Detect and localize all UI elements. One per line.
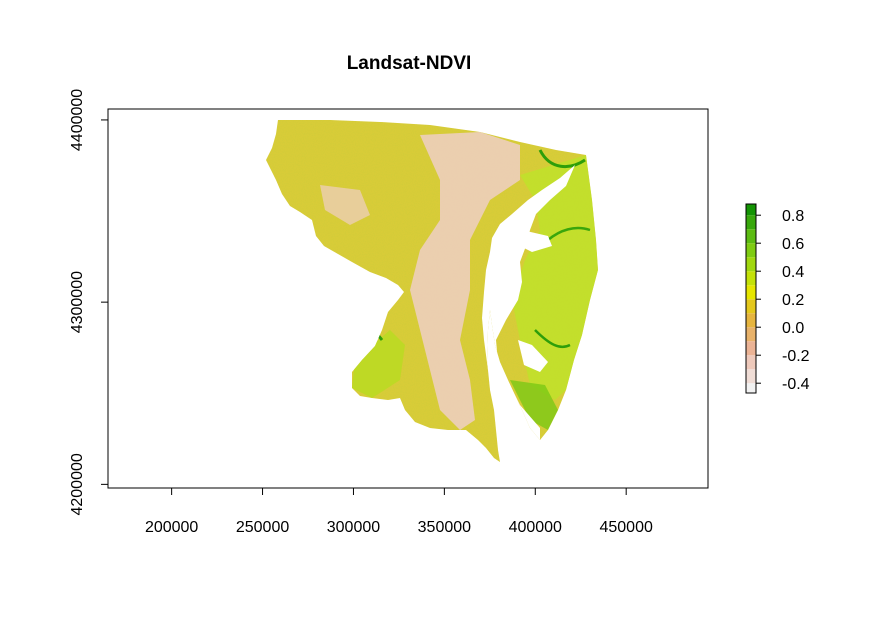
legend-color-bin [746,383,756,393]
x-tick-label: 350000 [418,519,471,536]
legend: -0.4 -0.2 0.0 0.2 0.4 0.6 0.8 [745,203,810,394]
x-tick-label: 300000 [327,519,380,536]
vegetation-corridor [538,149,586,169]
y-tick-label: 4400000 [69,89,86,151]
y-axis: 4200000 4300000 4400000 [69,89,109,516]
legend-tick-label: 0.2 [782,292,804,309]
legend-color-bin [746,285,756,300]
bay-inlet [518,340,548,372]
legend-color-bin [746,257,756,272]
x-tick-label: 250000 [236,519,289,536]
legend-tick-label: 0.4 [782,264,804,281]
ndvi-raster [266,120,598,462]
legend-color-bin [746,369,756,384]
vegetation-corridor [547,226,591,241]
legend-tick-label: 0.0 [782,320,804,337]
legend-color-bin [746,243,756,258]
legend-color-bin [746,341,756,356]
legend-tick-label: 0.8 [782,208,804,225]
vegetation-corridor [534,329,571,349]
high-ndvi-patch [352,330,405,398]
high-ndvi-zone [512,155,598,400]
y-tick-label: 4200000 [69,453,86,515]
legend-color-bin [746,355,756,370]
land-area [266,120,598,462]
legend-color-bin [746,327,756,342]
legend-frame [745,203,757,394]
legend-tick-label: 0.6 [782,236,804,253]
low-ndvi-zone [410,132,520,430]
chart-title: Landsat-NDVI [347,53,472,74]
legend-color-bin [746,271,756,286]
y-tick-label: 4300000 [69,271,86,333]
bay-inlet [520,230,552,252]
legend-color-bin [746,229,756,244]
legend-color-bin [746,313,756,328]
x-tick-label: 450000 [599,519,652,536]
legend-tick-label: -0.4 [782,376,810,393]
bay-water [482,165,575,445]
x-tick-label: 400000 [509,519,562,536]
legend-color-bin [746,204,756,216]
x-axis: 200000 250000 300000 350000 400000 450000 [145,487,653,536]
legend-tick-label: -0.2 [782,348,810,365]
x-tick-label: 200000 [145,519,198,536]
legend-color-bin [746,215,756,230]
legend-color-bin [746,299,756,314]
low-ndvi-patch [320,185,370,225]
dense-vegetation-patch [510,380,558,430]
